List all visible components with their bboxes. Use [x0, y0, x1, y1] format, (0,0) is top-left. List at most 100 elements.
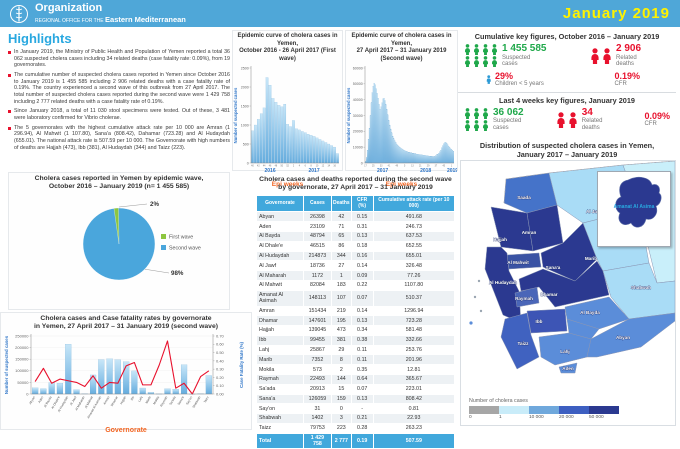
- svg-text:50: 50: [281, 165, 284, 167]
- table-header-cell: Cases: [303, 195, 331, 212]
- svg-text:Abyan: Abyan: [28, 395, 36, 405]
- table-header-cell: Governorate: [257, 195, 304, 212]
- person-icon: [482, 120, 489, 131]
- people-pair-icon: [556, 112, 579, 128]
- map-label-aden: Aden: [562, 366, 574, 371]
- person-icon: [486, 75, 492, 84]
- person-icon: [590, 48, 600, 64]
- svg-text:50000: 50000: [17, 380, 29, 385]
- highlights-title: Highlights: [8, 31, 230, 46]
- cumulative-deaths: 2 906 Related deaths: [590, 44, 656, 68]
- legend-label: 20 000: [559, 415, 574, 420]
- legend-swatch: [529, 406, 559, 414]
- svg-text:0.30: 0.30: [216, 367, 225, 372]
- svg-text:52: 52: [286, 165, 289, 167]
- svg-text:25: 25: [372, 165, 375, 167]
- map-legend-title: Number of cholera cases: [469, 398, 629, 404]
- person-icon: [473, 56, 480, 67]
- map-label-al-mahwit: Al Mahwit: [507, 260, 529, 265]
- map-region-amran: [527, 205, 563, 251]
- map-label-saada: Saada: [517, 195, 531, 200]
- svg-text:200000: 200000: [15, 345, 29, 350]
- svg-text:Raymah: Raymah: [159, 395, 168, 407]
- svg-text:Marib: Marib: [144, 395, 151, 404]
- inset-label: Amanat Al Asima: [598, 204, 670, 210]
- issue-date: January 2019: [563, 5, 670, 22]
- last4-cfr: 0.09% CFR: [644, 108, 670, 132]
- svg-text:50000: 50000: [353, 82, 363, 86]
- cumulative-cfr-label: CFR: [614, 81, 640, 88]
- svg-text:Number of suspected cases: Number of suspected cases: [4, 335, 9, 394]
- last4-suspected-value: 36 062: [493, 108, 533, 119]
- combo-chart-panel: Cholera cases and Case fatality rates by…: [0, 312, 252, 430]
- cumulative-children: 29% Children < 5 years: [486, 72, 544, 88]
- svg-text:0: 0: [247, 161, 249, 165]
- svg-text:45: 45: [442, 165, 445, 167]
- epiA-title-line1: Epidemic curve of cholera cases in Yemen…: [233, 33, 342, 48]
- svg-text:0: 0: [361, 161, 363, 165]
- person-icon: [568, 112, 578, 128]
- last4-cfr-value: 0.09%: [644, 112, 670, 121]
- bullet-icon: [8, 110, 11, 113]
- map-label-sanaa: Sana'a: [546, 265, 561, 270]
- pie-title-line1: Cholera cases reported in Yemen by epide…: [9, 175, 229, 183]
- svg-text:10000: 10000: [353, 145, 363, 149]
- people-pair-icon: [590, 48, 613, 64]
- regional-prefix: REGIONAL OFFICE FOR THE: [35, 18, 104, 24]
- org-name: Organization: [35, 3, 186, 14]
- bar-series: [251, 78, 339, 164]
- table-header-cell: Deaths: [331, 195, 351, 212]
- svg-text:40: 40: [251, 165, 254, 167]
- bullet-icon: [8, 127, 11, 130]
- svg-text:17: 17: [364, 165, 367, 167]
- cumulative-suspected-value: 1 455 585: [502, 44, 547, 55]
- svg-text:0.00: 0.00: [216, 391, 225, 396]
- map-label-lahj: Lahj: [560, 349, 569, 354]
- map-label-abyan: Abyan: [616, 335, 630, 340]
- combo-title-line1: Cholera cases and Case fatality rates by…: [1, 315, 251, 323]
- legend-swatch: [469, 406, 499, 414]
- bullet-icon: [8, 51, 11, 54]
- person-icon: [473, 108, 480, 119]
- person-icon: [482, 56, 489, 67]
- child-icon: [486, 75, 492, 84]
- last4-title: Last 4 weeks key figures, January 2019: [458, 96, 676, 105]
- cumulative-suspected: 1 455 585 Suspected cases: [464, 44, 547, 68]
- svg-text:5: 5: [404, 165, 406, 167]
- map-title-line2: January 2017 – January 2019: [458, 150, 676, 159]
- person-icon: [482, 108, 489, 119]
- person-icon: [464, 44, 471, 55]
- bullet-icon: [8, 74, 11, 77]
- highlights-list: In January 2019, the Ministry of Public …: [8, 49, 230, 151]
- svg-text:250000: 250000: [15, 333, 29, 338]
- svg-text:Taizz: Taizz: [203, 395, 210, 403]
- table-title-line2: by governorate, 27 April 2017 – 31 Janua…: [256, 184, 455, 192]
- people-group-icon: [464, 108, 490, 131]
- header-bar: Organization REGIONAL OFFICE FOR THE Eas…: [0, 0, 680, 27]
- who-logo-block: Organization REGIONAL OFFICE FOR THE Eas…: [8, 3, 186, 25]
- combo-title-line2: in Yemen, 27 April 2017 – 31 January 201…: [1, 323, 251, 331]
- legend-label: 50 000: [589, 415, 604, 420]
- map-label-hajjah: Hajjah: [493, 237, 507, 242]
- person-icon: [473, 44, 480, 55]
- who-logo-icon: [8, 3, 30, 25]
- last4-suspected-label: Suspected cases: [493, 118, 533, 131]
- svg-text:2: 2: [293, 165, 295, 167]
- cumulative-cfr: 0.19% CFR: [614, 72, 640, 88]
- svg-text:14: 14: [327, 165, 330, 167]
- last4-deaths: 34 Related deaths: [556, 108, 622, 132]
- svg-text:13: 13: [411, 165, 414, 167]
- highlight-bullet: In January 2019, the Ministry of Public …: [8, 49, 230, 69]
- svg-text:41: 41: [388, 165, 391, 167]
- svg-text:20000: 20000: [353, 130, 363, 134]
